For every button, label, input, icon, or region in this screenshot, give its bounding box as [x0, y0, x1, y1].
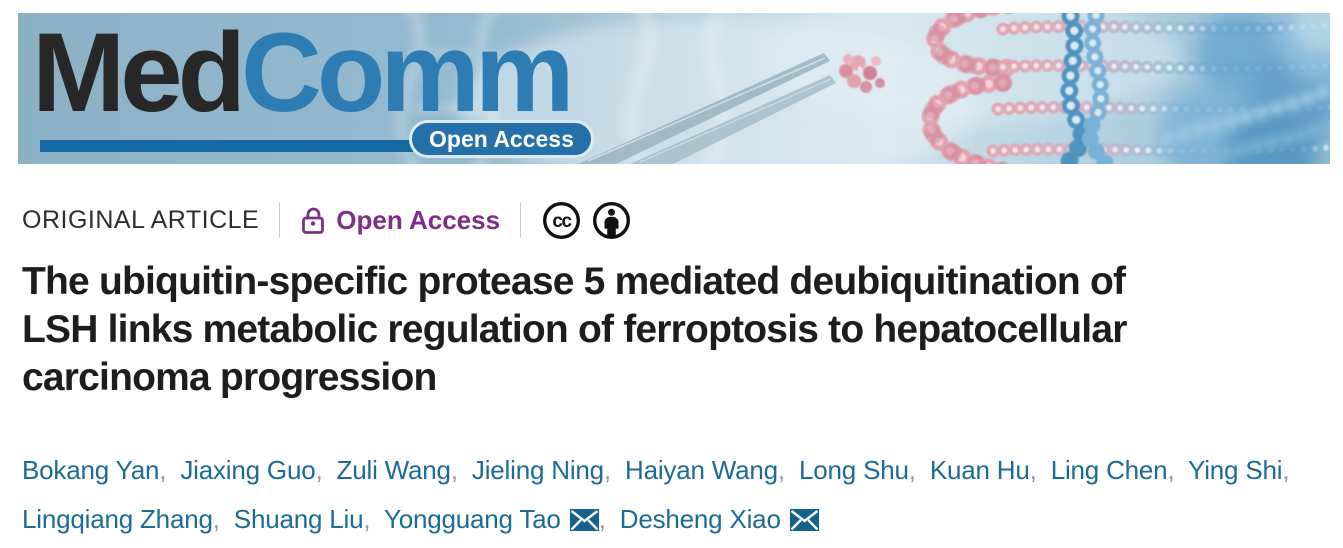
author-separator: ,	[363, 504, 384, 534]
author-name[interactable]: Kuan Hu	[929, 455, 1030, 485]
author-name[interactable]: Jiaxing Guo	[180, 455, 316, 485]
author-name[interactable]: Zuli Wang	[336, 455, 451, 485]
author-name[interactable]: Yongguang Tao	[383, 504, 561, 534]
journal-banner: MedComm Open Access	[18, 13, 1330, 164]
journal-logo: MedComm	[32, 13, 574, 135]
author-separator: ,	[777, 455, 799, 485]
author-separator: ,	[603, 455, 625, 485]
article-meta-row: ORIGINAL ARTICLE Open Access cc	[22, 200, 632, 240]
author-separator: ,	[1282, 455, 1297, 485]
author-name[interactable]: Lingqiang Zhang	[22, 504, 213, 534]
banner-dna-illustration	[18, 13, 1330, 164]
article-type-label: ORIGINAL ARTICLE	[22, 205, 260, 234]
author-name[interactable]: Haiyan Wang	[625, 455, 778, 485]
author-name[interactable]: Desheng Xiao	[619, 504, 781, 534]
tweezers-shape	[578, 53, 836, 164]
author-separator: ,	[315, 455, 337, 485]
author-separator: ,	[212, 504, 234, 534]
author-name[interactable]: Shuang Liu	[233, 504, 364, 534]
divider	[520, 202, 522, 238]
open-access-link[interactable]: Open Access	[336, 204, 501, 235]
author-separator: ,	[1167, 455, 1189, 485]
article-title-line: LSH links metabolic regulation of ferrop…	[22, 308, 1127, 351]
author-separator: ,	[450, 455, 472, 485]
author-name[interactable]: Bokang Yan	[22, 455, 160, 485]
author-name[interactable]: Ling Chen	[1050, 455, 1168, 485]
author-name[interactable]: Jieling Ning	[471, 455, 604, 485]
logo-underline	[40, 140, 413, 152]
author-separator: ,	[159, 455, 181, 485]
author-list: Bokang Yan, Jiaxing Guo, Zuli Wang, Jiel…	[22, 446, 1337, 544]
author-separator: ,	[1029, 455, 1051, 485]
article-title-line: carcinoma progression	[22, 356, 437, 399]
author-separator: ,	[908, 455, 930, 485]
author-line: Lingqiang Zhang, Shuang Liu, Yongguang T…	[22, 495, 1337, 544]
article-title-line: The ubiquitin-specific protease 5 mediat…	[22, 260, 1126, 303]
journal-logo-comm: Comm	[241, 13, 574, 135]
email-icon[interactable]	[789, 509, 819, 531]
article-title: The ubiquitin-specific protease 5 mediat…	[22, 258, 1337, 402]
cc-by-person-icon[interactable]	[591, 200, 632, 241]
svg-text:cc: cc	[552, 211, 572, 232]
open-lock-icon	[302, 207, 325, 234]
author-line: Bokang Yan, Jiaxing Guo, Zuli Wang, Jiel…	[22, 446, 1337, 495]
author-name[interactable]: Long Shu	[799, 455, 909, 485]
open-access-badge: Open Access	[409, 120, 594, 158]
journal-logo-med: Med	[32, 13, 246, 135]
author-separator: ,	[598, 504, 620, 534]
author-name[interactable]: Ying Shi	[1188, 455, 1283, 485]
divider	[279, 202, 281, 238]
cc-icon[interactable]: cc	[541, 200, 582, 241]
email-icon[interactable]	[569, 509, 599, 531]
